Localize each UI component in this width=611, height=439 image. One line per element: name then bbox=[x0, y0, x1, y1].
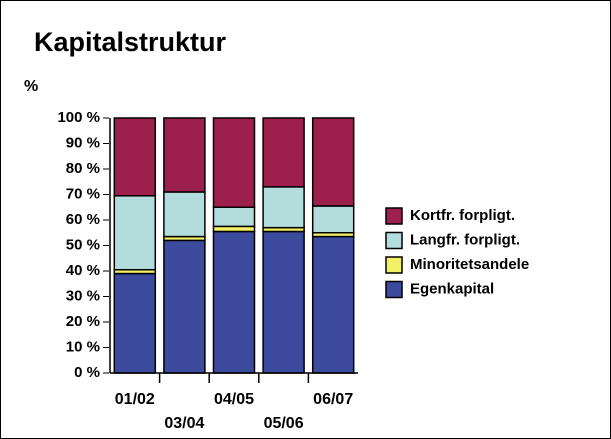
bar-segment bbox=[113, 117, 157, 197]
y-tick-label: 40 % bbox=[66, 262, 100, 279]
bar-segment bbox=[163, 239, 206, 374]
bar-segment bbox=[163, 117, 206, 193]
y-tick-label: 30 % bbox=[66, 287, 100, 304]
legend-label: Minoritetsandele bbox=[410, 256, 529, 273]
legend-label: Kortfr. forpligt. bbox=[410, 207, 515, 224]
legend-label: Egenkapital bbox=[410, 280, 494, 297]
y-tick-label: 50 % bbox=[66, 236, 100, 253]
y-tick-label: 20 % bbox=[66, 313, 100, 330]
bar-segment bbox=[212, 117, 256, 208]
bar-segment bbox=[113, 272, 157, 374]
y-tick-label: 100 % bbox=[57, 109, 100, 126]
y-tick-label: 60 % bbox=[66, 211, 100, 228]
bar-segment bbox=[113, 195, 157, 271]
legend-label: Langfr. forpligt. bbox=[410, 231, 520, 248]
y-tick-label: 10 % bbox=[66, 338, 100, 355]
x-tick-label: 01/02 bbox=[115, 391, 155, 408]
bar-segment bbox=[311, 205, 355, 234]
bar-segment bbox=[262, 117, 305, 188]
x-tick-label: 04/05 bbox=[214, 391, 254, 408]
bar-segment bbox=[212, 230, 256, 374]
legend-swatch bbox=[385, 256, 403, 274]
legend-swatch bbox=[385, 280, 403, 299]
bar-segment bbox=[311, 235, 355, 374]
bar-segment bbox=[212, 206, 256, 228]
chart-title: Kapitalstruktur bbox=[34, 27, 227, 57]
y-axis-label: % bbox=[24, 78, 38, 95]
bar-segment bbox=[311, 117, 355, 207]
y-tick-label: 90 % bbox=[66, 134, 100, 151]
bar-segment bbox=[163, 191, 206, 238]
bar-segment bbox=[212, 225, 256, 233]
y-tick-label: 0 % bbox=[74, 364, 100, 381]
bar-segment bbox=[262, 186, 305, 229]
y-tick-label: 80 % bbox=[66, 160, 100, 177]
bar-segment bbox=[262, 230, 305, 374]
y-tick-label: 70 % bbox=[66, 185, 100, 202]
legend-swatch bbox=[385, 231, 403, 250]
x-tick-label: 06/07 bbox=[313, 391, 353, 408]
x-tick-label: 05/06 bbox=[264, 415, 304, 432]
x-tick-label: 03/04 bbox=[164, 415, 204, 432]
legend-swatch bbox=[385, 207, 403, 225]
